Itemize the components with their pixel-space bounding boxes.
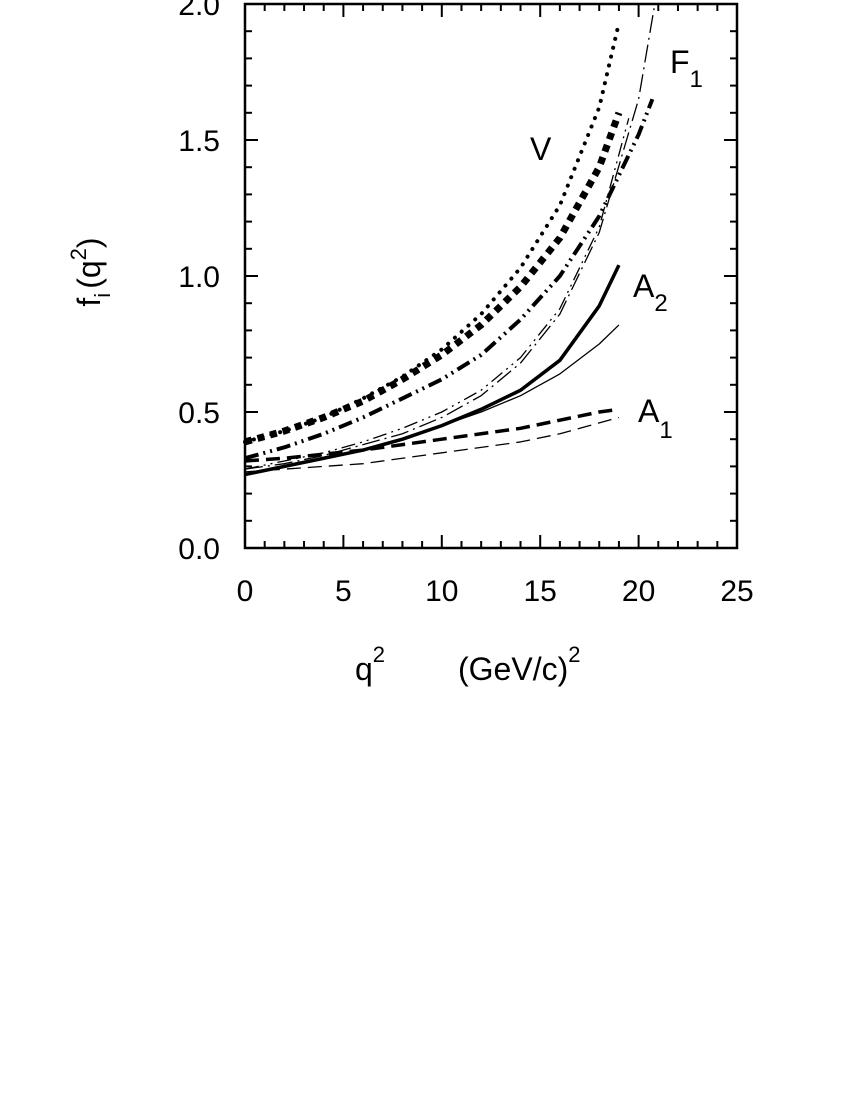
y-label-sub: i xyxy=(90,293,115,298)
annotation-text: A xyxy=(633,268,655,304)
y-label-sup: 2 xyxy=(66,248,91,260)
series-line xyxy=(244,118,630,470)
y-label-close: ) xyxy=(71,237,107,248)
series-line xyxy=(244,324,620,476)
series-line xyxy=(244,416,620,473)
x-label-unit-sup: 2 xyxy=(568,642,580,667)
y-label-arg: (q xyxy=(71,260,107,288)
annotation-sub: 1 xyxy=(659,417,672,444)
series-line xyxy=(244,6,655,470)
x-tick-label: 5 xyxy=(335,575,352,608)
y-tick-label: 2.0 xyxy=(178,0,220,22)
series-line xyxy=(243,21,621,444)
y-tick-label: 1.0 xyxy=(178,261,220,294)
x-tick-label: 10 xyxy=(425,575,458,608)
annotation: V xyxy=(530,131,552,167)
x-tick-label: 0 xyxy=(237,575,254,608)
plot-frame xyxy=(243,2,739,550)
x-label-unit: (GeV/c) xyxy=(458,651,568,687)
annotation-sub: 2 xyxy=(654,290,667,317)
x-axis-label: q2 (GeV/c)2 xyxy=(355,642,580,687)
x-tick-label: 20 xyxy=(622,575,655,608)
y-tick-label: 1.5 xyxy=(178,125,220,158)
series-line xyxy=(244,111,623,446)
x-label-sup: 2 xyxy=(373,642,385,667)
x-tick-label: 25 xyxy=(720,575,753,608)
annotation-text: F xyxy=(670,44,690,80)
x-tick-label: 15 xyxy=(524,575,557,608)
annotation-sub: 1 xyxy=(690,66,703,93)
x-label-base: q xyxy=(355,651,373,687)
annotation-text: A xyxy=(638,393,660,429)
annotation: F1 xyxy=(670,44,703,93)
y-axis-label: fi (q2) xyxy=(66,237,115,306)
y-tick-label: 0.0 xyxy=(178,533,220,566)
annotation: A2 xyxy=(633,268,668,317)
series-line xyxy=(244,98,655,461)
series-line xyxy=(244,264,621,477)
y-label-base: f xyxy=(71,298,107,307)
series-line xyxy=(244,407,620,463)
annotation: A1 xyxy=(638,393,673,444)
y-tick-label: 0.5 xyxy=(178,397,220,430)
